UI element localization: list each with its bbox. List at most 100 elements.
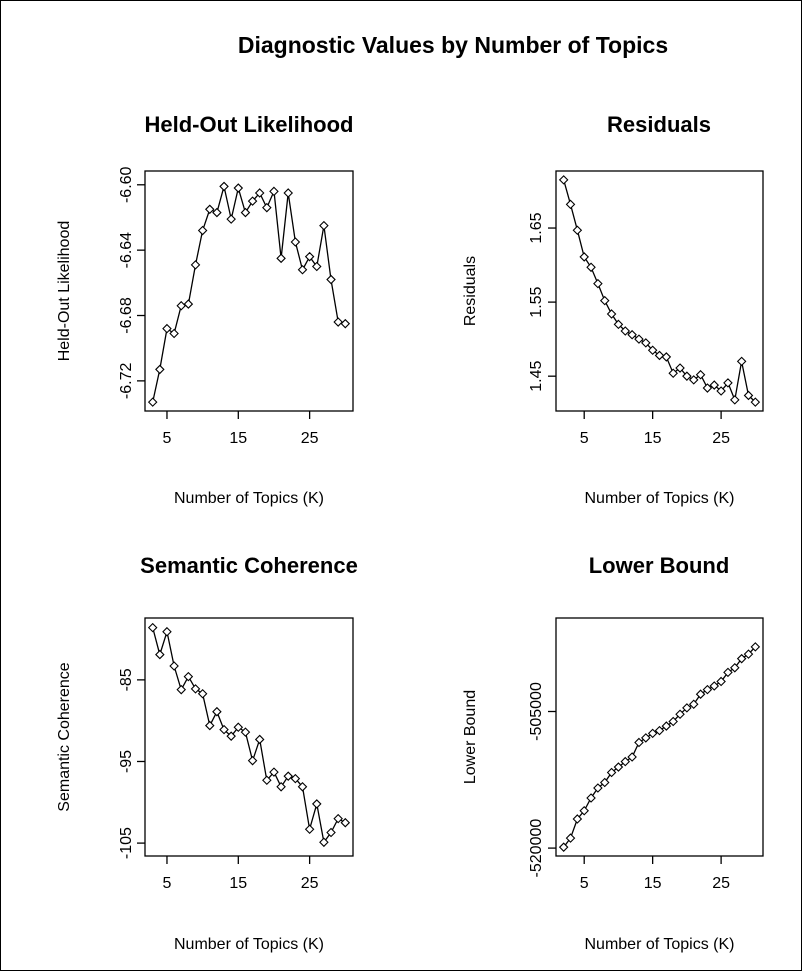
data-point — [682, 703, 692, 713]
series-line — [152, 185, 346, 403]
data-point — [333, 317, 343, 327]
data-point — [688, 699, 699, 709]
y-tick-label: 1.55 — [528, 286, 545, 317]
y-tick-label: 1.65 — [528, 212, 545, 243]
data-point — [219, 724, 229, 735]
data-point — [204, 204, 215, 215]
data-point — [750, 397, 761, 407]
data-point — [634, 334, 644, 344]
data-point — [599, 295, 610, 306]
data-point — [579, 805, 589, 816]
data-point — [572, 814, 583, 824]
x-tick-label: 5 — [163, 875, 172, 892]
x-tick-label: 15 — [644, 430, 662, 447]
data-point — [716, 676, 726, 687]
data-point — [572, 225, 583, 236]
data-point — [565, 833, 576, 843]
data-point — [634, 737, 644, 748]
data-point — [147, 622, 158, 633]
data-point — [593, 278, 603, 289]
data-point — [197, 225, 208, 236]
x-tick-label: 25 — [712, 875, 730, 892]
data-point — [247, 755, 258, 766]
panel-title: Lower Bound — [589, 553, 730, 578]
data-point — [254, 188, 265, 198]
figure-title: Diagnostic Values by Number of Topics — [238, 32, 668, 58]
data-point — [702, 684, 713, 695]
data-point — [723, 378, 733, 388]
data-point — [654, 350, 665, 361]
data-point — [641, 338, 651, 348]
y-tick-label: -6.64 — [118, 232, 135, 269]
data-point — [627, 329, 637, 340]
data-point — [319, 220, 329, 231]
data-point — [716, 386, 726, 396]
data-point — [204, 720, 215, 731]
data-point — [276, 782, 286, 792]
data-point — [176, 684, 187, 695]
data-point — [647, 728, 658, 739]
data-point — [147, 397, 158, 407]
data-point — [262, 775, 272, 786]
data-point — [247, 196, 258, 206]
y-tick-label: -85 — [118, 668, 135, 691]
x-axis-label: Number of Topics (K) — [174, 936, 324, 953]
series-line — [563, 646, 756, 848]
data-point — [736, 653, 747, 664]
data-point — [162, 626, 172, 637]
data-point — [304, 251, 315, 262]
series-line — [152, 627, 346, 844]
x-tick-label: 5 — [580, 430, 589, 447]
data-point — [290, 237, 301, 247]
data-point — [254, 734, 265, 745]
data-point — [283, 188, 294, 198]
data-point — [176, 300, 187, 311]
data-point — [579, 252, 589, 262]
data-point — [675, 709, 685, 720]
x-tick-label: 5 — [580, 875, 589, 892]
y-tick-label: -6.60 — [118, 166, 135, 203]
data-point — [736, 356, 747, 367]
data-point — [606, 309, 617, 319]
data-point — [620, 756, 631, 767]
plot-frame — [144, 617, 354, 857]
data-point — [155, 649, 165, 660]
data-point — [606, 767, 617, 778]
data-point — [723, 667, 733, 678]
data-point — [169, 328, 179, 339]
data-point — [661, 721, 672, 731]
y-tick-label: -95 — [118, 750, 135, 773]
data-point — [212, 207, 222, 218]
x-axis-label: Number of Topics (K) — [174, 490, 324, 507]
panel-title: Residuals — [607, 112, 711, 137]
data-point — [162, 323, 172, 334]
data-point — [702, 383, 713, 393]
data-point — [276, 253, 286, 264]
data-point — [641, 733, 651, 743]
data-point — [190, 684, 201, 694]
x-tick-label: 25 — [712, 430, 730, 447]
data-point — [190, 260, 201, 270]
data-point — [269, 186, 279, 197]
data-point — [183, 299, 194, 309]
data-point — [613, 319, 624, 330]
plot-frame — [555, 170, 764, 412]
data-point — [262, 202, 272, 213]
panel-title: Held-Out Likelihood — [145, 112, 354, 137]
y-tick-label: -505000 — [528, 682, 545, 741]
data-point — [695, 369, 706, 380]
data-point — [197, 688, 208, 699]
panel-3: Semantic Coherence Number of Topics (K) Se… — [56, 553, 358, 953]
data-point — [709, 380, 720, 390]
data-point — [558, 842, 569, 852]
data-point — [240, 207, 251, 218]
data-point — [233, 183, 244, 193]
y-tick-label: -6.68 — [118, 297, 135, 334]
data-point — [340, 318, 351, 329]
data-point — [333, 813, 343, 824]
data-point — [682, 371, 692, 381]
data-point — [688, 375, 699, 385]
data-point — [212, 706, 222, 717]
x-axis-label: Number of Topics (K) — [585, 490, 735, 507]
